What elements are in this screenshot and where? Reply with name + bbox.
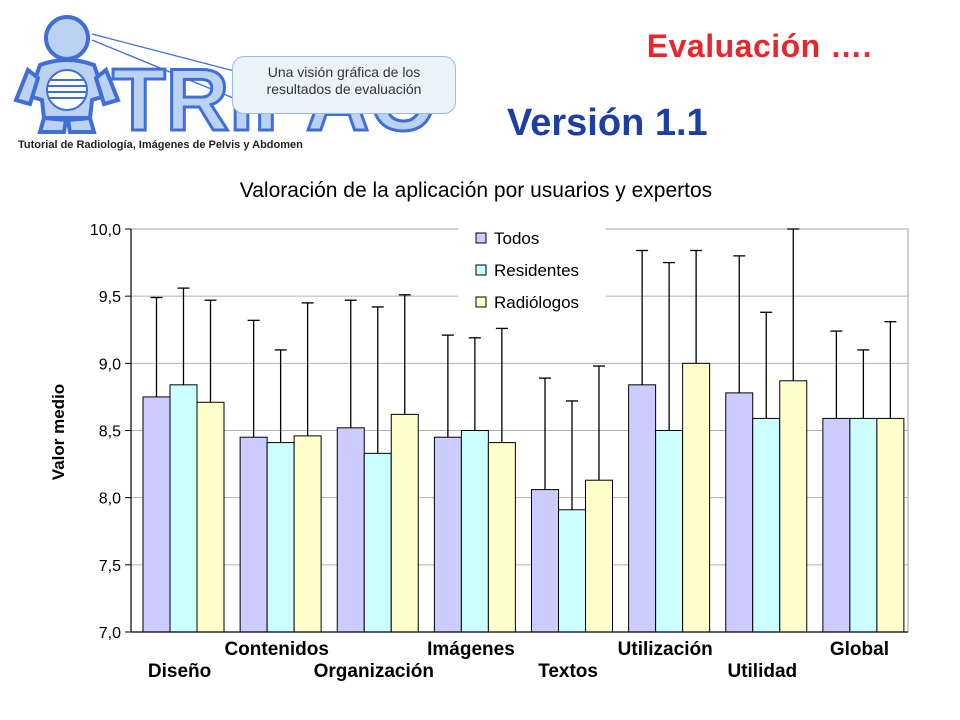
bar-residentes-7 [752, 417, 781, 633]
bar-radiologos-1 [196, 401, 225, 633]
bar-residentes-3 [363, 452, 392, 633]
chart-title: Valoración de la aplicación por usuarios… [240, 179, 712, 202]
bar-radiologos-8 [876, 417, 905, 633]
bar-todos-6 [628, 384, 657, 633]
x-category-label: Contenidos [224, 639, 329, 660]
x-category-label: Utilización [618, 639, 713, 660]
y-axis-label: Valor medio [49, 384, 68, 480]
bar-todos-3 [336, 427, 365, 633]
bar-todos-7 [725, 392, 754, 633]
bar-todos-8 [822, 417, 851, 633]
logo-mascot-icon [13, 15, 239, 134]
x-category-label: Utilidad [727, 661, 797, 682]
y-tick-label: 7,5 [99, 558, 121, 575]
bar-radiologos-3 [390, 413, 419, 633]
bar-residentes-2 [266, 442, 295, 633]
y-tick-label: 7,0 [99, 625, 121, 642]
y-tick-label: 9,0 [99, 356, 121, 373]
y-tick-label: 9,5 [99, 289, 121, 306]
logo-tagline: Tutorial de Radiología, Imágenes de Pelv… [18, 139, 303, 151]
bar-radiologos-2 [293, 435, 322, 633]
bar-radiologos-4 [487, 442, 516, 633]
bar-todos-2 [239, 436, 268, 633]
bar-radiologos-6 [682, 362, 711, 633]
bar-todos-5 [531, 489, 559, 633]
x-category-label: Imágenes [427, 639, 515, 660]
bar-radiologos-7 [779, 380, 808, 633]
legend-swatch-radiologos [475, 296, 487, 308]
bar-chart: Valoración de la aplicación por usuarios… [49, 179, 909, 682]
version-label: Versión 1.1 [507, 102, 708, 144]
bar-residentes-6 [655, 430, 684, 633]
y-tick-label: 10,0 [90, 222, 121, 239]
x-category-label: Diseño [148, 661, 211, 682]
legend-label-residentes: Residentes [494, 261, 579, 280]
legend-swatch-todos [475, 232, 487, 244]
bar-residentes-5 [558, 509, 586, 633]
callout-bubble: Una visión gráfica de los resultados de … [232, 56, 456, 114]
legend-label-radiologos: Radiólogos [494, 293, 579, 312]
bar-todos-1 [142, 396, 171, 633]
slide-title: Evaluación …. [646, 28, 872, 64]
bar-residentes-8 [849, 417, 878, 633]
y-tick-label: 8,0 [99, 491, 121, 508]
chart-legend: Todos Residentes Radiólogos [458, 225, 606, 318]
legend-label-todos: Todos [494, 229, 539, 248]
bar-radiologos-5 [585, 479, 613, 633]
bar-residentes-4 [460, 430, 489, 633]
legend-swatch-residentes [475, 264, 487, 276]
bar-todos-4 [433, 436, 462, 633]
x-category-label: Global [830, 639, 889, 660]
x-category-label: Textos [538, 661, 598, 682]
bar-residentes-1 [169, 384, 198, 633]
x-category-label: Organización [314, 661, 434, 682]
y-tick-label: 8,5 [99, 424, 121, 441]
